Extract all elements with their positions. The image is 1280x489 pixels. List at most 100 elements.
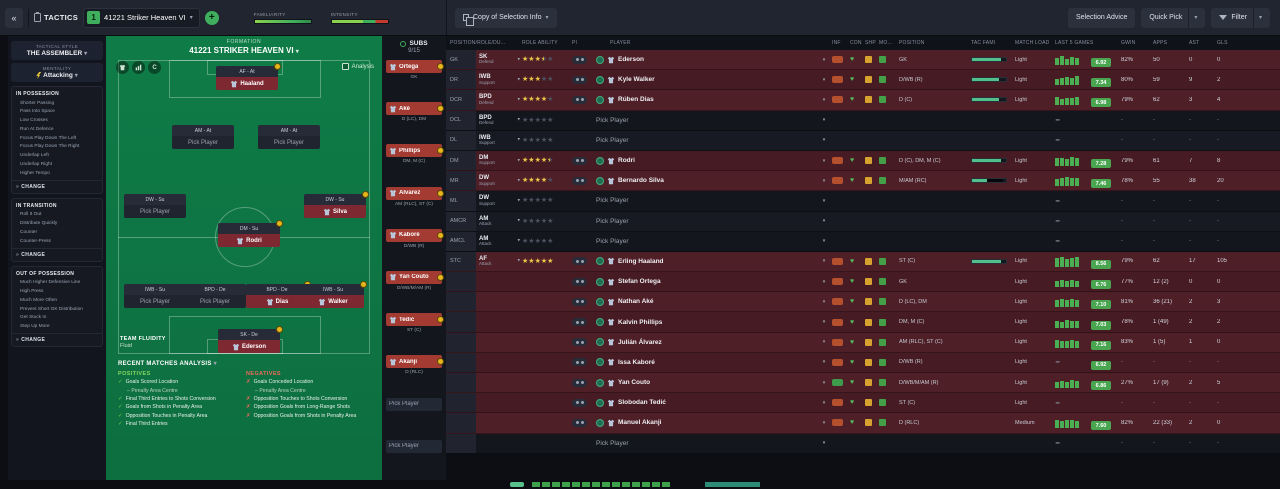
col-pi[interactable]: PI <box>572 40 578 46</box>
sub-item[interactable]: Aké D (LC), DM <box>382 102 446 144</box>
squad-row[interactable]: Nathan Aké ▾ ♥ D (LC), DM Light 7.10 81% 36 (21… <box>446 292 1280 313</box>
pitch-player[interactable]: SK - De Ederson <box>218 326 283 353</box>
sub-item[interactable]: Pick Player <box>382 439 446 482</box>
row-chevron-icon[interactable]: ▾ <box>822 96 826 103</box>
chevron-down-icon[interactable]: ▾ <box>1252 7 1262 28</box>
col-apps[interactable]: APPS <box>1153 40 1168 46</box>
player-cell[interactable]: Manuel Akanji <box>596 418 816 427</box>
tactical-style-dropdown[interactable]: TACTICAL STYLE THE ASSEMBLER ▾ <box>11 41 103 60</box>
player-cell[interactable]: Ederson <box>596 55 816 64</box>
squad-row[interactable]: Pick Player ▾ - - - - - <box>446 433 1280 454</box>
back-button[interactable]: « <box>5 7 23 28</box>
player-cell[interactable]: Kyle Walker <box>596 75 816 84</box>
sub-item[interactable]: Tedić ST (C) <box>382 313 446 355</box>
pi-badge[interactable] <box>572 257 587 266</box>
pitch-player[interactable]: DW - Su Pick Player <box>124 194 186 218</box>
row-chevron-icon[interactable]: ▾ <box>822 419 826 426</box>
captain-button[interactable]: C <box>148 61 161 74</box>
sub-item[interactable]: Pick Player <box>382 397 446 440</box>
role-dropdown[interactable]: AM Attack ▾ <box>476 212 522 231</box>
squad-row[interactable]: AMCR AM Attack ▾ ★ ★ ★ ★ ★ Pick Player ▾ - - - - - <box>446 211 1280 232</box>
row-chevron-icon[interactable]: ▾ <box>822 298 826 305</box>
add-tactic-button[interactable]: + <box>204 10 219 25</box>
player-cell[interactable]: Julián Álvarez <box>596 338 816 347</box>
pi-badge[interactable] <box>572 277 587 286</box>
pi-badge[interactable] <box>572 297 587 306</box>
col-tac-fami[interactable]: TAC FAMI <box>971 40 996 46</box>
col-con[interactable]: CON <box>850 40 862 46</box>
row-chevron-icon[interactable]: ▾ <box>822 319 826 326</box>
player-cell[interactable]: Kalvin Phillips <box>596 318 816 327</box>
squad-row[interactable]: DCL BPD Defend ▾ ★ ★ ★ ★ ★ Pick Player ▾ - - - - - <box>446 110 1280 131</box>
row-chevron-icon[interactable]: ▾ <box>822 399 826 406</box>
player-cell[interactable]: Pick Player <box>596 238 816 245</box>
role-dropdown[interactable]: AM Attack ▾ <box>476 232 522 251</box>
col-match-load[interactable]: MATCH LOAD <box>1015 40 1050 46</box>
pitch-player[interactable]: IWB - Su Pick Player <box>124 284 186 308</box>
squad-row[interactable]: Manuel Akanji ▾ ♥ D (RLC) Medium 7.60 82% 22 (3… <box>446 413 1280 434</box>
recent-analysis-dropdown[interactable]: RECENT MATCHES ANALYSIS ▾ <box>118 360 376 367</box>
player-cell[interactable]: Yan Couto <box>596 378 816 387</box>
player-cell[interactable]: Rodri <box>596 156 816 165</box>
col-role-ability[interactable]: ROLE ABILITY <box>522 40 558 46</box>
role-dropdown[interactable]: DW Support ▾ <box>476 171 522 190</box>
player-cell[interactable]: Pick Player <box>596 218 816 225</box>
role-dropdown[interactable]: BPD Defend ▾ <box>476 111 522 130</box>
pi-badge[interactable] <box>572 398 587 407</box>
player-cell[interactable]: Pick Player <box>596 117 816 124</box>
squad-row[interactable]: Stefan Ortega ▾ ♥ GK Light 6.76 77% 12 (2) 0 0 <box>446 272 1280 293</box>
pitch-player[interactable]: AM - At Pick Player <box>258 125 320 149</box>
squad-row[interactable]: Kalvin Phillips ▾ ♥ DM, M (C) Light 7.03 78% 1 … <box>446 312 1280 333</box>
squad-row[interactable]: MR DW Support ▾ ★ ★ ★ ★ ★ Bernardo Silva ▾ ♥ M/AM (R… <box>446 171 1280 192</box>
row-chevron-icon[interactable]: ▾ <box>822 359 826 366</box>
formation-dropdown[interactable]: 41221 STRIKER HEAVEN VI ▾ <box>106 46 382 55</box>
player-cell[interactable]: Erling Haaland <box>596 257 816 266</box>
pitch-player[interactable]: DM - Su Rodri <box>218 220 283 247</box>
pi-badge[interactable] <box>572 338 587 347</box>
quick-pick-button[interactable]: Quick Pick ▾ <box>1141 7 1206 28</box>
pitch-player[interactable]: BPD - De Pick Player <box>184 284 246 308</box>
pitch-player[interactable]: AM - At Pick Player <box>172 125 234 149</box>
squad-row[interactable]: DR IWB Support ▾ ★ ★ ★ ★ ★ Kyle Walker ▾ ♥ D/WB (R) L… <box>446 70 1280 91</box>
sub-item[interactable]: Kaboré D/WB (R) <box>382 228 446 271</box>
selection-advice-button[interactable]: Selection Advice <box>1067 7 1136 28</box>
row-chevron-icon[interactable]: ▾ <box>822 238 826 245</box>
col-position-role[interactable]: POSITION/ROLE/DU... <box>450 40 506 46</box>
player-cell[interactable]: Nathan Aké <box>596 297 816 306</box>
row-chevron-icon[interactable]: ▾ <box>822 117 826 124</box>
col-player[interactable]: PLAYER <box>610 40 631 46</box>
mentality-dropdown[interactable]: MENTALITY Attacking ▾ <box>11 63 103 82</box>
row-chevron-icon[interactable]: ▾ <box>822 339 826 346</box>
pi-badge[interactable] <box>572 318 587 327</box>
role-dropdown[interactable]: DW Support ▾ <box>476 191 522 210</box>
squad-row[interactable]: Yan Couto ▾ ♥ D/WB/M/AM (R) Light 6.86 27% 17 (… <box>446 373 1280 394</box>
sub-item[interactable]: Ortega GK <box>382 60 446 102</box>
tactic-selector-dropdown[interactable]: 1 41221 Striker Heaven VI ▾ <box>83 7 200 28</box>
row-chevron-icon[interactable]: ▾ <box>822 177 826 184</box>
pi-badge[interactable] <box>572 358 587 367</box>
pitch-player[interactable]: DW - Su Silva <box>304 191 369 218</box>
player-cell[interactable]: Pick Player <box>596 197 816 204</box>
pitch-player[interactable]: BPD - De Dias <box>246 281 311 308</box>
role-dropdown[interactable]: BPD Defend ▾ <box>476 90 522 109</box>
squad-row[interactable]: Julián Álvarez ▾ ♥ AM (RLC), ST (C) Light 7.1… <box>446 332 1280 353</box>
row-chevron-icon[interactable]: ▾ <box>822 258 826 265</box>
pi-badge[interactable] <box>572 55 587 64</box>
squad-row[interactable]: Issa Kaboré ▾ ♥ D/WB (R) Light - 6.92 - - - - <box>446 352 1280 373</box>
chevron-down-icon[interactable]: ▾ <box>1188 7 1197 28</box>
player-cell[interactable]: Rúben Dias <box>596 95 816 104</box>
row-chevron-icon[interactable]: ▾ <box>822 379 826 386</box>
pi-badge[interactable] <box>572 378 587 387</box>
role-dropdown[interactable]: AF Attack ▾ <box>476 252 522 271</box>
copy-selection-dropdown[interactable]: Copy of Selection Info ▾ <box>455 7 557 28</box>
squad-row[interactable]: DL IWB Support ▾ ★ ★ ★ ★ ★ Pick Player ▾ - - - - - <box>446 130 1280 151</box>
analysis-toggle[interactable]: Analysis <box>341 63 374 70</box>
pitch-player[interactable]: AF - At Haaland <box>216 63 281 90</box>
pi-badge[interactable] <box>572 75 587 84</box>
squad-row[interactable]: GKSKDefend▾★★★★★Ederson▾♥GKLight6.9282%5… <box>446 50 1280 71</box>
role-dropdown[interactable]: DM Support ▾ <box>476 151 522 170</box>
change-button[interactable]: » CHANGE <box>12 247 102 261</box>
filter-button[interactable]: Filter ▾ <box>1211 7 1270 28</box>
pitch-player[interactable]: IWB - Su Walker <box>302 281 367 308</box>
